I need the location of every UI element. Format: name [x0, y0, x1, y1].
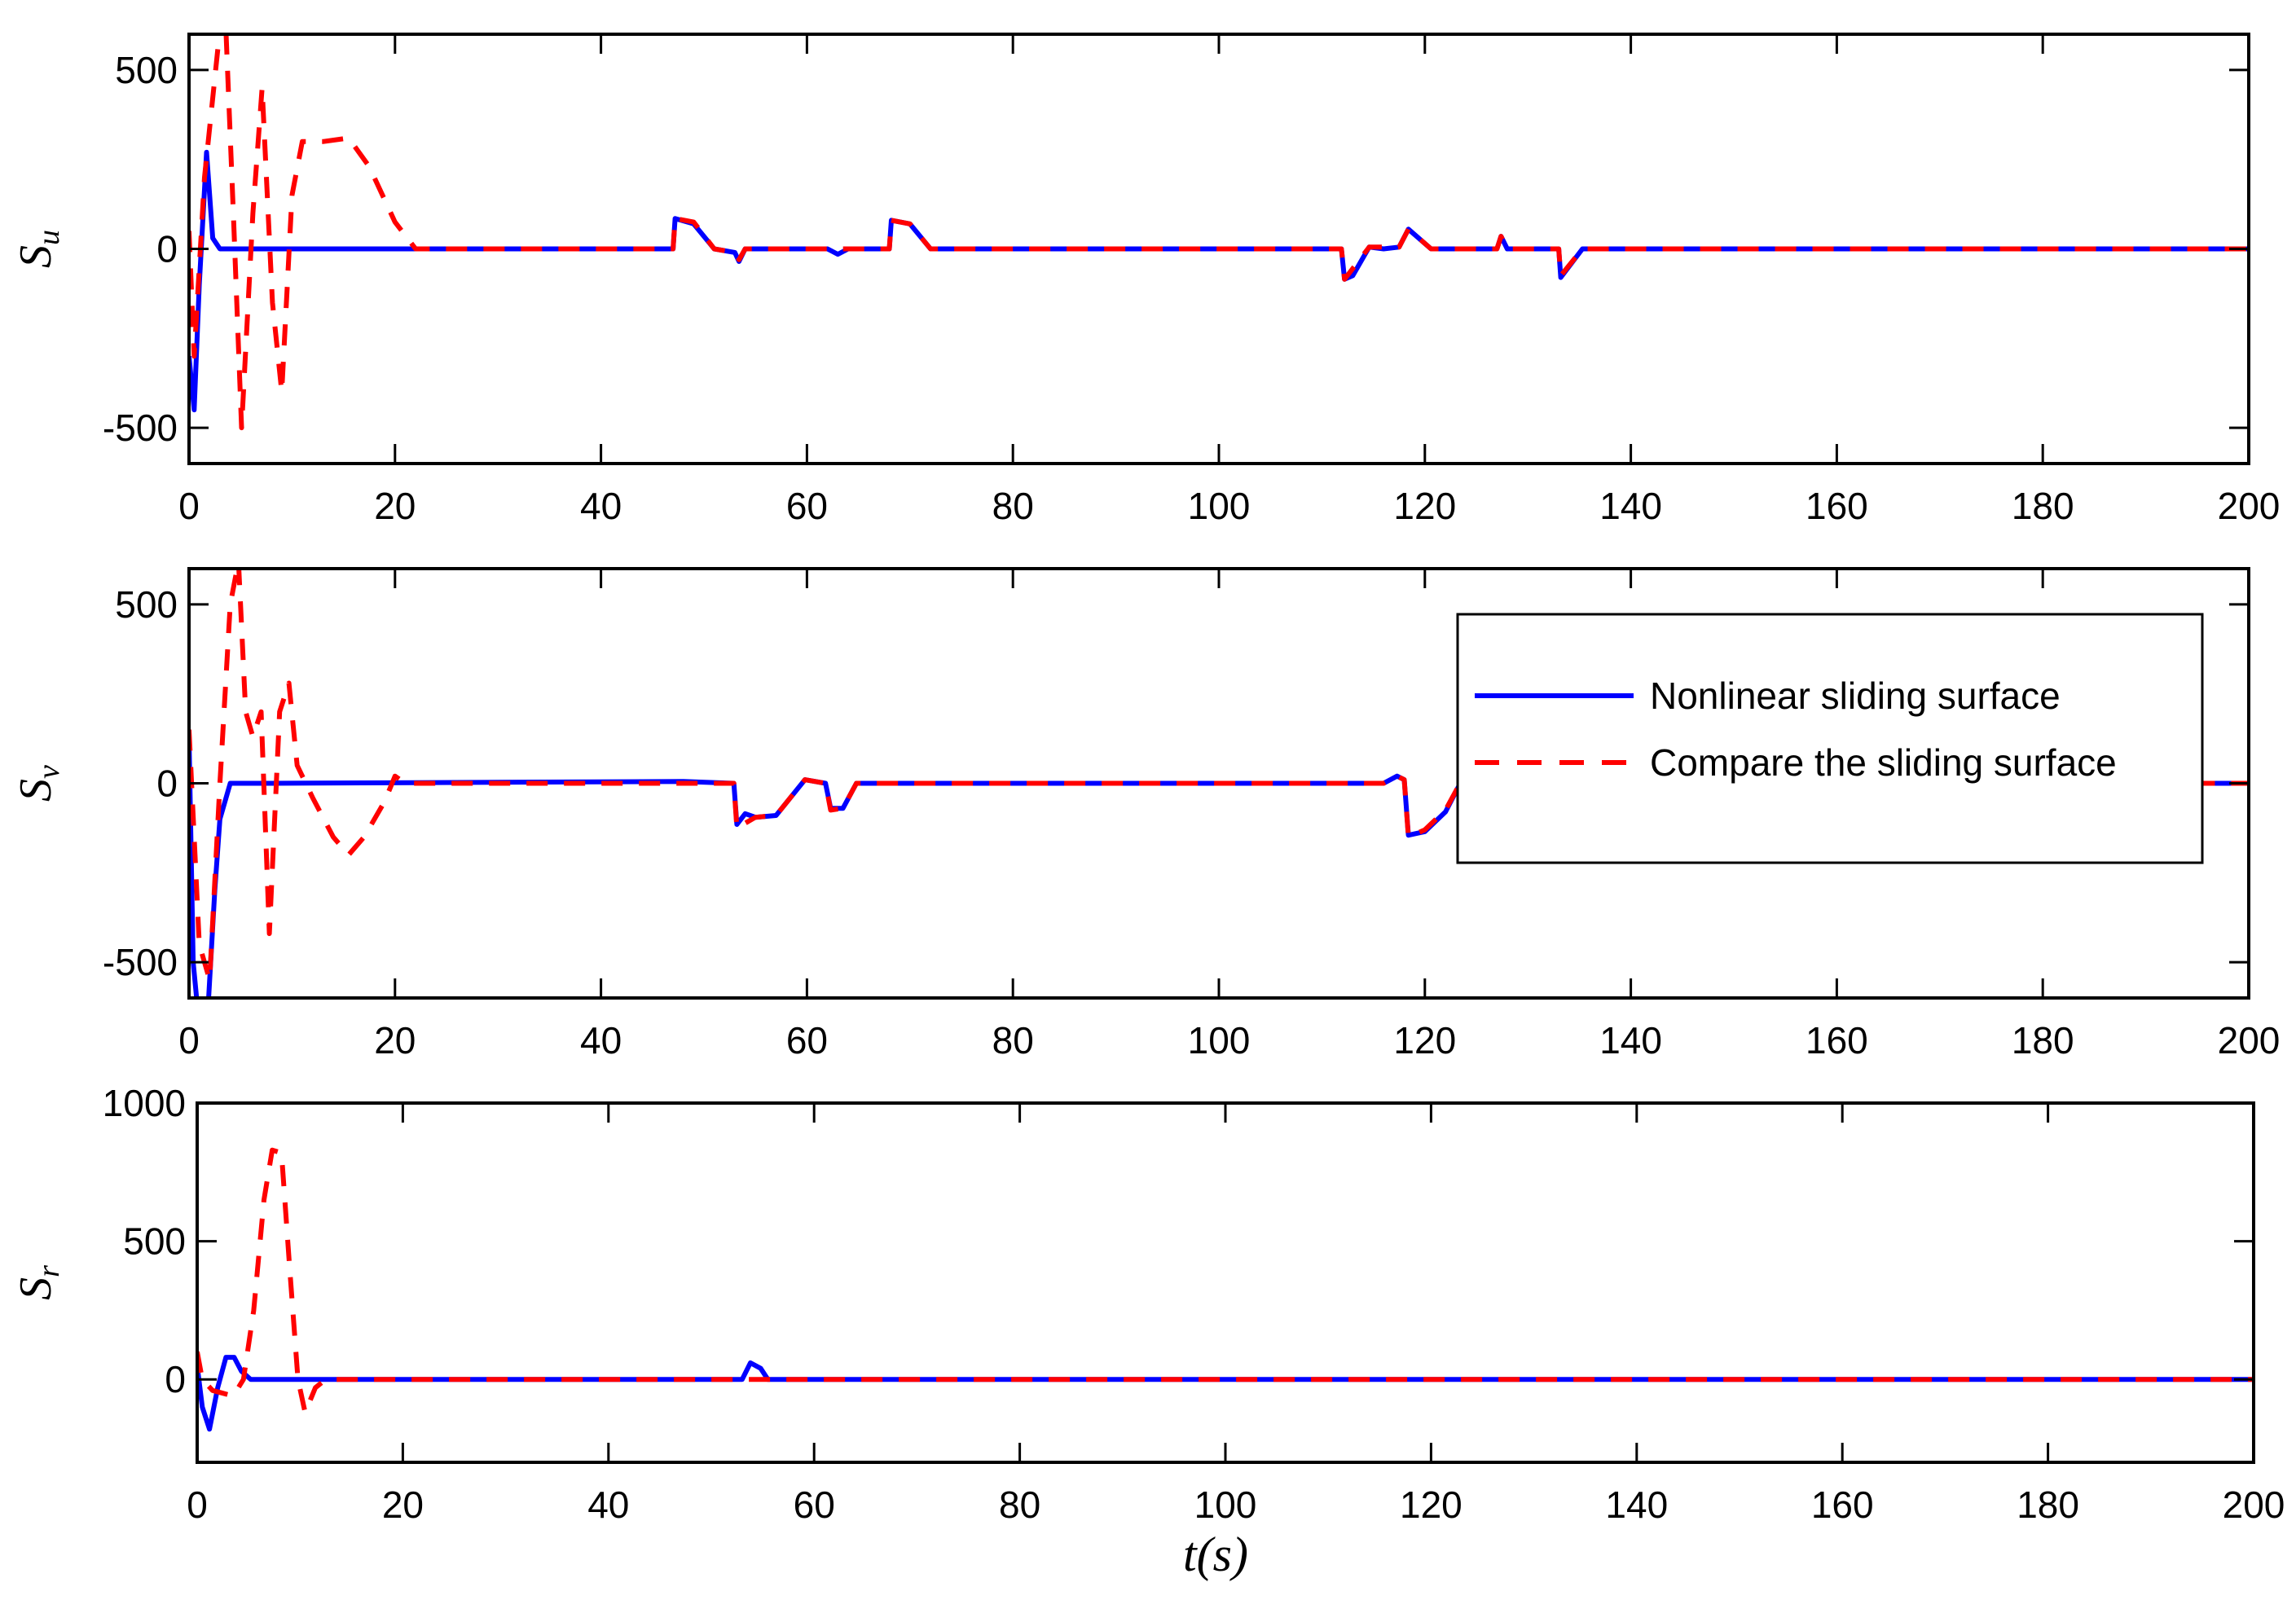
series-nonlinear-line — [197, 1355, 2254, 1432]
x-tick-label: 140 — [1599, 1019, 1662, 1062]
x-tick-label: 160 — [1806, 1019, 1868, 1062]
series-group — [189, 34, 2249, 431]
x-tick-label: 40 — [580, 1019, 622, 1062]
x-tick-label: 200 — [2223, 1484, 2285, 1526]
x-tick-label: 180 — [2017, 1484, 2079, 1526]
legend-label-compare: Compare the sliding surface — [1650, 741, 2117, 784]
y-tick-label: 0 — [165, 1358, 186, 1400]
x-axis-label: t(s) — [1183, 1527, 1248, 1581]
x-tick-label: 180 — [2012, 485, 2074, 527]
y-tick-label: -500 — [103, 941, 178, 983]
x-tick-label: 80 — [992, 485, 1034, 527]
x-tick-label: 0 — [187, 1484, 208, 1526]
x-tick-label: 200 — [2218, 485, 2281, 527]
series-compare-line — [197, 1147, 2254, 1415]
x-tick-label: 120 — [1400, 1484, 1462, 1526]
x-tick-label: 120 — [1393, 1019, 1456, 1062]
series-compare-line — [189, 569, 2249, 982]
x-tick-label: 160 — [1811, 1484, 1874, 1526]
y-tick-label: 0 — [156, 763, 178, 805]
y-tick-label: 0 — [156, 228, 178, 270]
x-tick-label: 140 — [1605, 1484, 1668, 1526]
legend-box — [1456, 613, 2204, 864]
x-tick-label: 40 — [580, 485, 622, 527]
x-tick-label: 60 — [786, 1019, 828, 1062]
series-compare-line — [189, 34, 2249, 431]
x-tick-label: 100 — [1188, 485, 1251, 527]
x-tick-label: 40 — [587, 1484, 629, 1526]
x-tick-label: 180 — [2012, 1019, 2074, 1062]
x-tick-label: 20 — [374, 485, 416, 527]
series-group — [197, 1147, 2254, 1432]
y-axis-label: Su — [11, 230, 66, 268]
y-tick-label: 500 — [115, 583, 178, 626]
x-tick-label: 120 — [1393, 485, 1456, 527]
x-tick-label: 80 — [999, 1484, 1040, 1526]
y-axis-label: Sr — [11, 1265, 66, 1300]
x-tick-label: 60 — [794, 1484, 835, 1526]
y-tick-label: 500 — [115, 49, 178, 91]
x-tick-label: 60 — [786, 485, 828, 527]
x-tick-label: 20 — [382, 1484, 424, 1526]
legend: Nonlinear sliding surface Compare the sl… — [1456, 613, 2204, 864]
y-tick-label: 1000 — [103, 1082, 186, 1124]
x-tick-label: 100 — [1194, 1484, 1257, 1526]
x-tick-label: 0 — [178, 485, 200, 527]
x-tick-label: 140 — [1599, 485, 1662, 527]
x-tick-label: 200 — [2218, 1019, 2281, 1062]
panel-s-r: 0 20 40 60 80 100 120 140 160 180 200 0 500 1000 Sr — [11, 1082, 2285, 1526]
x-tick-label: 100 — [1188, 1019, 1251, 1062]
x-tick-label: 20 — [374, 1019, 416, 1062]
legend-label-nonlinear: Nonlinear sliding surface — [1650, 675, 2061, 717]
y-tick-label: -500 — [103, 407, 178, 449]
x-tick-label: 0 — [178, 1019, 200, 1062]
y-axis-label: Sv — [11, 765, 66, 802]
y-tick-label: 500 — [123, 1220, 186, 1263]
x-tick-label: 80 — [992, 1019, 1034, 1062]
x-tick-label: 160 — [1806, 485, 1868, 527]
